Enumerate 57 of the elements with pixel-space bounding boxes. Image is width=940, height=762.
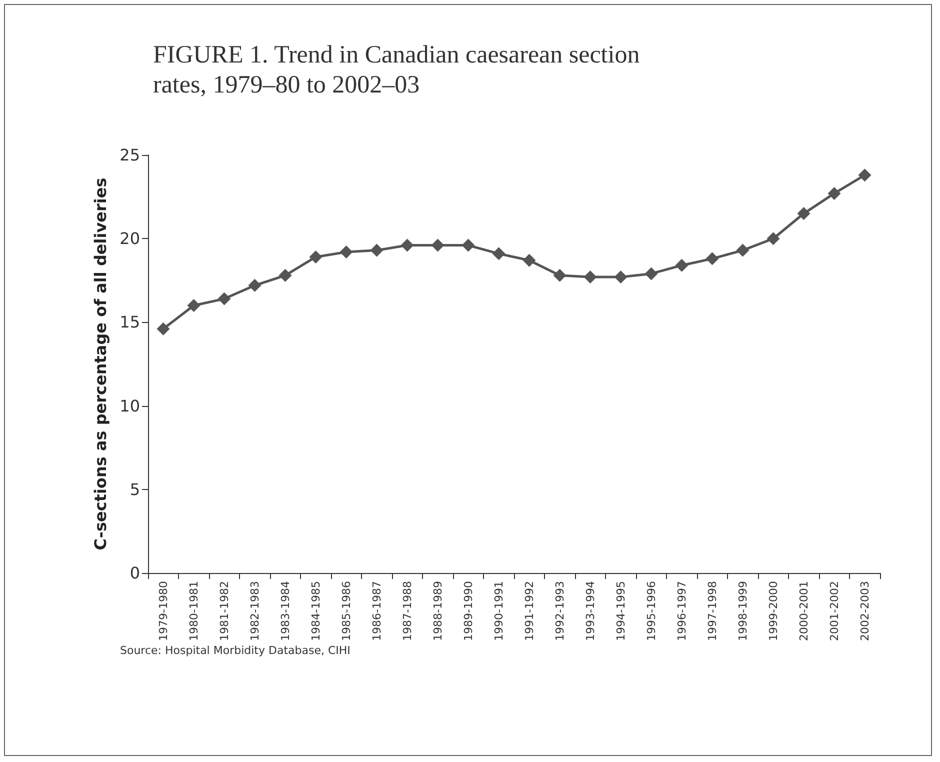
point	[492, 247, 506, 260]
point	[553, 268, 566, 282]
source-note: Source: Hospital Morbidity Database, CIHI	[120, 644, 350, 657]
point	[584, 270, 597, 284]
point	[340, 245, 353, 258]
x-tick-label: 1989-1990	[462, 581, 475, 641]
point	[675, 258, 688, 272]
point	[858, 168, 872, 182]
x-tick-label: 1987-1988	[400, 581, 414, 641]
point	[736, 244, 750, 257]
y-tick-label: 0	[130, 564, 140, 582]
x-tick-label: 1988-1989	[431, 581, 444, 641]
point	[431, 238, 444, 252]
point	[370, 244, 384, 257]
y-axis-title: C-sections as percentage of all deliveries	[91, 178, 110, 550]
x-tick-label: 1981-1982	[218, 581, 231, 641]
point	[614, 270, 628, 284]
point	[828, 186, 841, 200]
x-tick-label: 1991-1992	[522, 581, 536, 641]
x-tick-label: 1994-1995	[614, 581, 628, 641]
point	[278, 268, 292, 282]
x-tick-label: 1999-2000	[766, 581, 780, 641]
x-tick-label: 1996-1997	[675, 581, 688, 641]
chart-title: FIGURE 1. Trend in Canadian caesarean section rates, 1979–80 to 2002–03	[153, 42, 646, 98]
x-tick-label: 1995-1996	[644, 581, 658, 641]
point	[309, 250, 322, 264]
x-tick-label: 2002-2003	[858, 581, 872, 641]
x-tick-label: 1983-1984	[278, 581, 292, 641]
y-tick-label: 10	[120, 396, 140, 416]
point	[400, 238, 414, 252]
x-tick-label: 1979-1980	[156, 581, 170, 641]
point	[644, 267, 658, 280]
x-tick-label: 1985-1986	[340, 581, 353, 641]
x-tick-label: 1982-1983	[248, 581, 262, 641]
x-tick-label: 1998-1999	[736, 581, 750, 641]
point	[218, 292, 231, 306]
x-tick-label: 2000-2001	[797, 581, 810, 641]
x-tick-label: 2001-2002	[828, 581, 841, 641]
point	[797, 207, 810, 220]
x-tick-label: 1984-1985	[309, 581, 322, 641]
x-tick-label: 1992-1993	[553, 581, 566, 641]
x-tick-label: 1997-1998	[706, 581, 719, 641]
x-tick-label: 1993-1994	[584, 581, 597, 641]
x-tick-label: 1980-1981	[187, 581, 200, 641]
y-tick-label: 15	[120, 312, 140, 332]
point	[462, 238, 475, 252]
point	[156, 322, 170, 336]
point	[248, 278, 262, 292]
point	[706, 252, 719, 266]
point	[187, 298, 200, 312]
point	[766, 232, 780, 246]
x-tick-label: 1986-1987	[370, 581, 384, 641]
point	[522, 254, 536, 267]
y-tick-label: 20	[120, 229, 140, 248]
y-tick-label: 25	[120, 146, 140, 164]
y-tick-label: 5	[130, 480, 140, 499]
x-tick-label: 1990-1991	[492, 581, 506, 641]
